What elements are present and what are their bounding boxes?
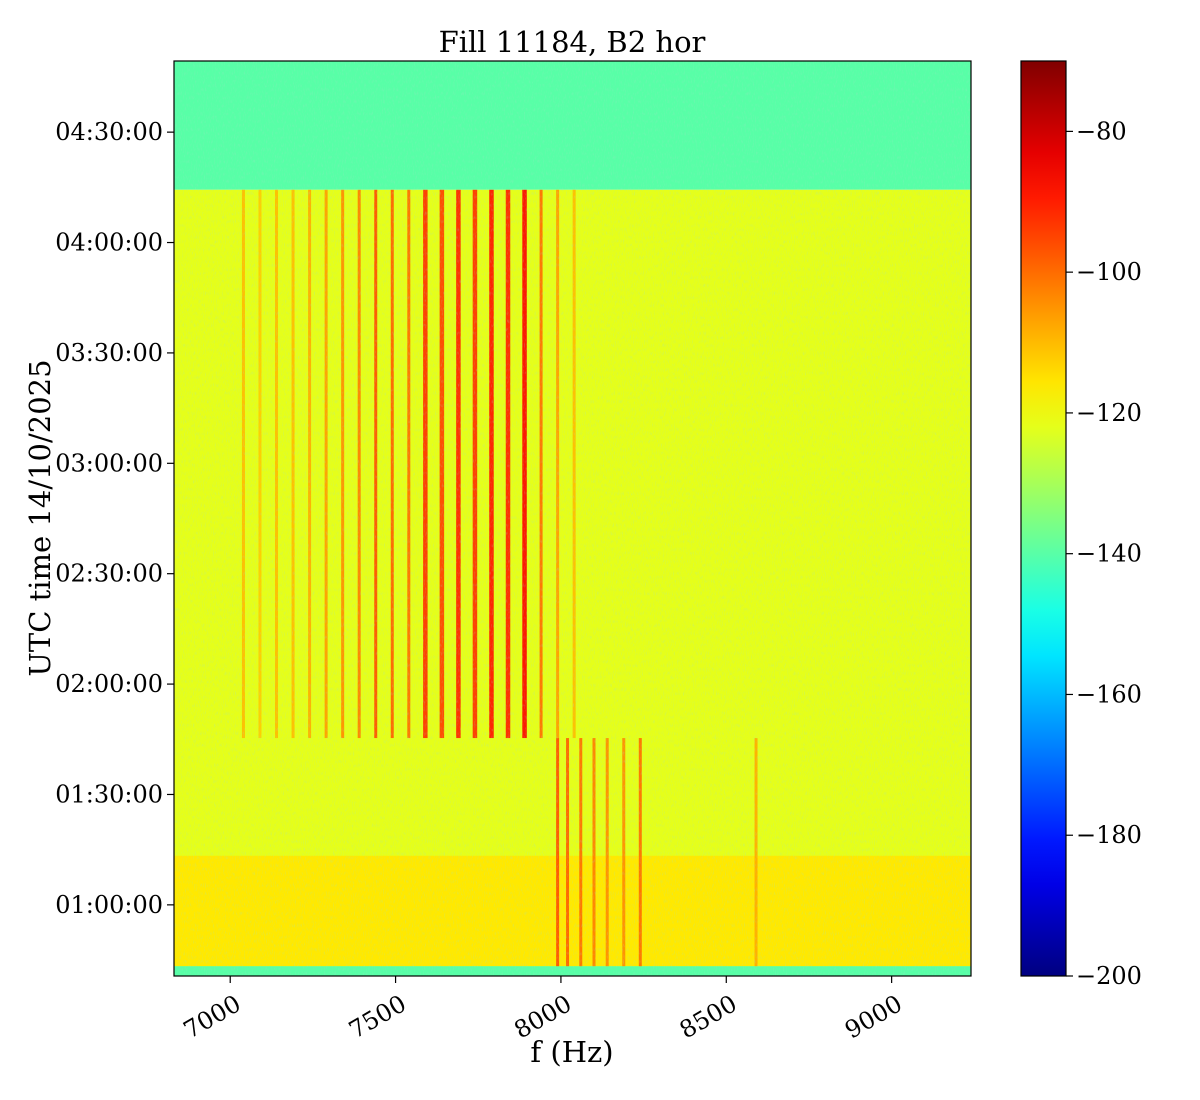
colorbar-gradient (1021, 61, 1066, 976)
plot-area (173, 60, 972, 977)
colorbar-tick-label-3: −140 (1076, 540, 1142, 568)
x-axis-label: f (Hz) (530, 1035, 613, 1069)
colorbar-tick-label-5: −180 (1076, 821, 1142, 849)
y-axis: 01:00:00 01:30:00 02:00:00 02:30:00 03:00:00… (55, 118, 174, 919)
chart-title: Fill 11184, B2 hor (439, 25, 706, 59)
colorbar-tick-label-4: −160 (1076, 680, 1142, 708)
x-tick-label-0: 7000 (179, 989, 246, 1044)
y-tick-label-2: 02:00:00 (55, 670, 163, 698)
colorbar-tick-label-1: −100 (1076, 258, 1142, 286)
x-tick-label-1: 7500 (344, 989, 411, 1044)
x-tick-label-3: 8500 (675, 989, 742, 1044)
y-tick-label-7: 04:30:00 (55, 118, 163, 146)
colorbar-tick-label-0: −80 (1076, 117, 1127, 145)
y-tick-label-3: 02:30:00 (55, 560, 163, 588)
plot-frame (173, 60, 972, 977)
noise-texture (174, 61, 971, 976)
y-tick-label-1: 01:30:00 (55, 780, 163, 808)
colorbar-tick-label-2: −120 (1076, 399, 1142, 427)
x-tick-label-4: 9000 (840, 989, 907, 1044)
colorbar-frame (1020, 60, 1067, 977)
y-tick-label-0: 01:00:00 (55, 891, 163, 919)
y-tick-label-6: 04:00:00 (55, 229, 163, 257)
y-tick-label-5: 03:30:00 (55, 339, 163, 367)
colorbar-tick-label-6: −200 (1076, 962, 1142, 990)
y-tick-label-4: 03:00:00 (55, 449, 163, 477)
y-axis-label: UTC time 14/10/2025 (23, 359, 57, 676)
colorbar: −80 −100 −120 −140 −160 −180 −200 (1020, 60, 1142, 990)
